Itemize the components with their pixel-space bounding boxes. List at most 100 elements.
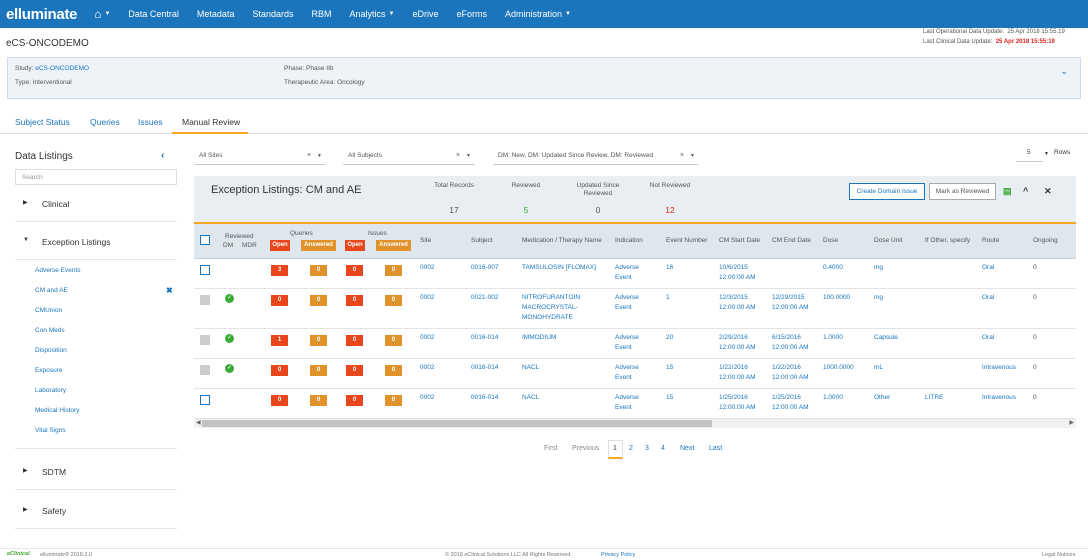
- sidebar-search-input[interactable]: Search: [15, 169, 177, 185]
- sidebar-item-adverse-events[interactable]: Adverse Events: [35, 267, 81, 274]
- pager-page-2[interactable]: 2: [629, 445, 633, 452]
- create-domain-issue-button[interactable]: Create Domain Issue: [849, 183, 925, 200]
- close-icon[interactable]: ✖: [166, 286, 173, 295]
- select-all-checkbox[interactable]: [200, 235, 210, 245]
- sidebar-item-cm-and-ae[interactable]: CM and AE: [35, 287, 68, 294]
- scroll-left-icon[interactable]: ◀: [196, 420, 201, 426]
- subject-link[interactable]: 0016-014: [471, 364, 499, 371]
- clear-icon[interactable]: ×: [307, 152, 312, 159]
- tab-queries[interactable]: Queries: [90, 117, 120, 127]
- issues-open-badge[interactable]: 0: [346, 265, 363, 276]
- queries-answered-badge[interactable]: 0: [310, 335, 327, 346]
- queries-open-badge[interactable]: 1: [271, 335, 288, 346]
- close-panel-icon[interactable]: ✕: [1044, 186, 1052, 196]
- rows-label: Rows: [1054, 149, 1071, 156]
- subject-link[interactable]: 0016-014: [471, 394, 499, 401]
- row-checkbox[interactable]: [200, 265, 210, 275]
- study-link[interactable]: eCS-ONCODEMO: [35, 65, 90, 72]
- nav-item-edrive[interactable]: eDrive: [412, 9, 438, 19]
- site-link[interactable]: 0002: [420, 364, 435, 371]
- export-excel-icon[interactable]: ▤: [1003, 186, 1012, 196]
- site-link[interactable]: 0002: [420, 394, 435, 401]
- subject-link[interactable]: 0016-007: [471, 264, 499, 271]
- privacy-policy-link[interactable]: Privacy Policy: [601, 552, 636, 558]
- expand-chevron-icon[interactable]: ⌄: [1060, 66, 1068, 76]
- pager-previous[interactable]: Previous: [572, 445, 600, 452]
- nav-item-metadata[interactable]: Metadata: [197, 9, 235, 19]
- operational-update: Last Operational Data Update: 25 Apr 201…: [923, 29, 1073, 35]
- issues-open-badge[interactable]: 0: [346, 365, 363, 376]
- collapse-panel-icon[interactable]: ^: [1023, 186, 1029, 196]
- clear-icon[interactable]: ×: [456, 152, 461, 159]
- queries-answered-badge[interactable]: 0: [310, 295, 327, 306]
- table-row[interactable]: ✓ 1 0 0 0 0002 0016-014 20 1.0000 Capsule Oral 0 IMM…: [194, 329, 1076, 359]
- home-nav[interactable]: ⌂ ▼: [94, 7, 110, 21]
- ongoing-value: 0: [1033, 394, 1037, 401]
- active-tab-indicator: [172, 132, 248, 134]
- sidebar-item-medical-history[interactable]: Medical History: [35, 407, 80, 414]
- rows-per-page-select[interactable]: 5: [1016, 146, 1043, 162]
- table-row[interactable]: 0 0 0 0 0002 0016-014 15 1.0000 Other LITRE Intrav…: [194, 389, 1076, 419]
- site-link[interactable]: 0002: [420, 264, 435, 271]
- queries-open-badge[interactable]: 0: [271, 295, 288, 306]
- row-checkbox[interactable]: [200, 395, 210, 405]
- sidebar-item-cmunion[interactable]: CMUnion: [35, 307, 63, 314]
- legal-notices-link[interactable]: Legal Notices: [1042, 552, 1076, 558]
- nav-item-analytics[interactable]: Analytics ▼: [349, 9, 394, 19]
- scroll-right-icon[interactable]: ▶: [1069, 420, 1074, 426]
- issues-answered-badge[interactable]: 0: [385, 395, 402, 406]
- issues-answered-badge[interactable]: 0: [385, 365, 402, 376]
- site-link[interactable]: 0002: [420, 334, 435, 341]
- issues-answered-badge[interactable]: 0: [385, 335, 402, 346]
- clear-icon[interactable]: ×: [680, 152, 685, 159]
- scrollbar-thumb[interactable]: [202, 420, 712, 427]
- subject-filter-select[interactable]: All Subjects × ▼: [343, 146, 475, 165]
- queries-open-badge[interactable]: 0: [271, 365, 288, 376]
- app-logo[interactable]: elluminate: [6, 6, 77, 23]
- sidebar-item-laboratory[interactable]: Laboratory: [35, 387, 67, 394]
- pager-page-3[interactable]: 3: [645, 445, 649, 452]
- subject-link[interactable]: 0021-002: [471, 294, 499, 301]
- footer-copyright: © 2018 eClinical Solutions LLC All Right…: [445, 552, 572, 558]
- tab-manual-review[interactable]: Manual Review: [182, 117, 241, 127]
- nav-item-eforms[interactable]: eForms: [456, 9, 487, 19]
- queries-answered-badge[interactable]: 0: [310, 365, 327, 376]
- nav-item-administration[interactable]: Administration ▼: [505, 9, 571, 19]
- site-filter-select[interactable]: All Sites × ▼: [194, 146, 326, 165]
- queries-open-badge[interactable]: 0: [271, 395, 288, 406]
- mark-as-reviewed-button[interactable]: Mark as Reviewed: [929, 183, 996, 200]
- pager-page-1[interactable]: 1: [613, 445, 617, 452]
- table-row[interactable]: ✓ 0 0 0 0 0002 0021-002 1 100.0000 mg Oral 0 NITROFU…: [194, 289, 1076, 329]
- subject-link[interactable]: 0016-014: [471, 334, 499, 341]
- pager-page-4[interactable]: 4: [661, 445, 665, 452]
- nav-item-data-central[interactable]: Data Central: [128, 9, 179, 19]
- collapse-sidebar-icon[interactable]: ‹: [161, 150, 165, 161]
- sidebar-item-disposition[interactable]: Disposition: [35, 347, 67, 354]
- table-row[interactable]: ✓ 0 0 0 0 0002 0016-014 15 1000.0000 mL Intravenou…: [194, 359, 1076, 389]
- table-row[interactable]: 3 0 0 0 0002 0016-007 16 0.4000 mg Oral 0 TAMSULOSI…: [194, 259, 1076, 289]
- sidebar-item-exposure[interactable]: Exposure: [35, 367, 63, 374]
- queries-open-badge[interactable]: 3: [271, 265, 288, 276]
- medication-name: NACL: [522, 363, 539, 373]
- nav-item-standards[interactable]: Standards: [252, 9, 293, 19]
- tab-issues[interactable]: Issues: [138, 117, 163, 127]
- pager-last[interactable]: Last: [709, 445, 723, 452]
- listing-title: Exception Listings: CM and AE: [211, 184, 362, 196]
- site-link[interactable]: 0002: [420, 294, 435, 301]
- queries-answered-badge[interactable]: 0: [310, 395, 327, 406]
- queries-answered-badge[interactable]: 0: [310, 265, 327, 276]
- route-value: Intravenous: [982, 364, 1016, 371]
- sidebar-item-vital-signs[interactable]: Vital Signs: [35, 427, 66, 434]
- nav-item-rbm[interactable]: RBM: [311, 9, 331, 19]
- issues-open-badge[interactable]: 0: [346, 395, 363, 406]
- sidebar-item-con-meds[interactable]: Con Meds: [35, 327, 65, 334]
- tab-subject-status[interactable]: Subject Status: [15, 117, 70, 127]
- issues-open-badge[interactable]: 0: [346, 295, 363, 306]
- issues-answered-badge[interactable]: 0: [385, 295, 402, 306]
- dm-status-filter-select[interactable]: DM: New, DM: Updated Since Review, DM: R…: [493, 146, 698, 165]
- pager-next[interactable]: Next: [680, 445, 695, 452]
- issues-answered-badge[interactable]: 0: [385, 265, 402, 276]
- horizontal-scrollbar[interactable]: ◀ ▶: [194, 419, 1076, 428]
- pager-first[interactable]: First: [544, 445, 558, 452]
- issues-open-badge[interactable]: 0: [346, 335, 363, 346]
